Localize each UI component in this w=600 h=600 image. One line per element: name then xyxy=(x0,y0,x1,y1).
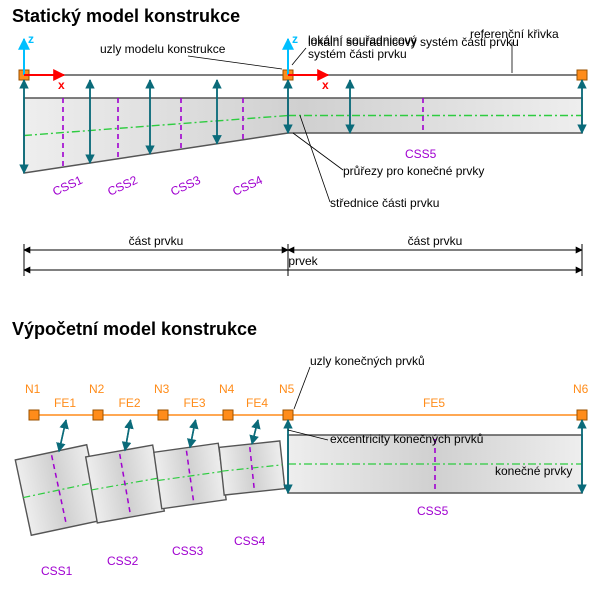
css-label: CSS5 xyxy=(405,147,437,161)
top-title: Statický model konstrukce xyxy=(12,6,240,26)
fe-nodes-label: uzly konečných prvků xyxy=(310,354,425,368)
node-label: N2 xyxy=(89,382,105,396)
node-label: N3 xyxy=(154,382,170,396)
fe-label: FE4 xyxy=(246,396,268,410)
node xyxy=(158,410,168,420)
part-label: část prvku xyxy=(129,234,184,248)
node xyxy=(577,70,587,80)
node xyxy=(223,410,233,420)
beam-shape xyxy=(24,98,582,173)
nodes-label: uzly modelu konstrukce xyxy=(100,42,226,56)
fe-label: FE3 xyxy=(184,396,206,410)
node xyxy=(577,410,587,420)
node xyxy=(29,410,39,420)
node-label: N4 xyxy=(219,382,235,396)
bottom-diagram: Výpočetní model konstrukce N1 N2 N3 N4 N5 N6 FE… xyxy=(12,319,589,578)
node xyxy=(283,410,293,420)
eccentricities-label: excentricity konečných prvků xyxy=(330,432,483,446)
z-label: z xyxy=(28,32,34,46)
node xyxy=(93,410,103,420)
finite-elements-label: konečné prvky xyxy=(495,464,572,478)
fe-label: FE2 xyxy=(119,396,141,410)
fe-label: FE1 xyxy=(54,396,76,410)
x-label: x xyxy=(58,78,65,92)
bottom-title: Výpočetní model konstrukce xyxy=(12,319,257,339)
css-label: CSS3 xyxy=(172,544,204,558)
css-label: CSS3 xyxy=(168,173,203,199)
local-cs-line2: systém části prvku xyxy=(308,47,407,61)
node-label: N6 xyxy=(573,382,589,396)
css-label: CSS2 xyxy=(107,554,139,568)
css-label: CSS1 xyxy=(50,173,85,199)
css-label: CSS1 xyxy=(41,564,73,578)
top-diagram: Statický model konstrukce z x z x uzly modelu… xyxy=(12,6,587,276)
css-label: CSS4 xyxy=(234,534,266,548)
element-label: prvek xyxy=(288,254,318,268)
svg-text:část prvku: část prvku xyxy=(408,234,463,248)
node-label: N5 xyxy=(279,382,295,396)
local-cs-line1: lokální souřadnicový xyxy=(308,33,417,47)
node-label: N1 xyxy=(25,382,41,396)
css-label: CSS2 xyxy=(105,173,140,199)
sections-for-fe-label: průřezy pro konečné prvky xyxy=(343,164,484,178)
css-label: CSS5 xyxy=(417,504,449,518)
fe-segment xyxy=(86,445,165,523)
css-label: CSS4 xyxy=(230,173,265,199)
member-axis-label: střednice části prvku xyxy=(330,196,439,210)
fe-segment xyxy=(219,441,285,495)
fe-label: FE5 xyxy=(423,396,445,410)
ref-curve-label: referenční křivka xyxy=(470,27,559,41)
z-label: z xyxy=(292,32,298,46)
x-label: x xyxy=(322,78,329,92)
fe-segment xyxy=(154,443,226,508)
